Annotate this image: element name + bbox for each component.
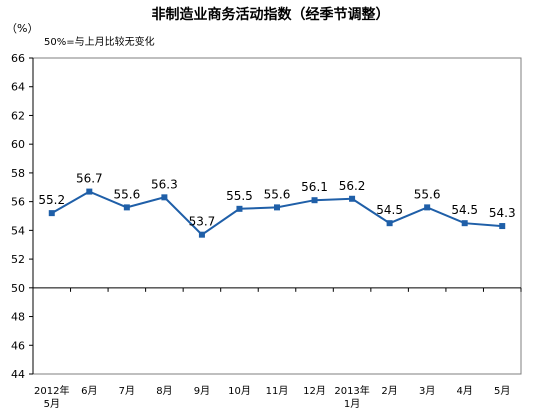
data-label: 54.3 <box>489 206 516 220</box>
x-tick-label: 2012年 5月 <box>34 384 69 410</box>
data-label: 56.3 <box>151 177 178 191</box>
y-tick-label: 54 <box>11 224 25 237</box>
data-point-marker <box>48 210 55 217</box>
data-label: 55.6 <box>264 187 291 201</box>
y-tick-label: 44 <box>11 368 25 381</box>
y-tick-label: 48 <box>11 311 25 324</box>
x-tick-label: 5月 <box>494 385 510 397</box>
data-point-marker <box>161 194 168 201</box>
y-tick-label: 46 <box>11 339 25 352</box>
y-tick-label: 56 <box>11 196 25 209</box>
x-tick-label: 8月 <box>156 385 172 397</box>
data-label: 56.1 <box>301 180 328 194</box>
y-tick-label: 66 <box>11 52 25 65</box>
y-tick-label: 52 <box>11 253 25 266</box>
data-point-marker <box>311 197 318 204</box>
y-tick-label: 60 <box>11 138 25 151</box>
data-point-marker <box>274 204 280 211</box>
data-point-marker <box>236 205 243 212</box>
x-tick-label: 10月 <box>228 385 251 397</box>
data-label: 55.5 <box>226 189 253 203</box>
x-tick-label: 2013年 1月 <box>334 384 369 410</box>
x-tick-label: 9月 <box>194 385 210 397</box>
x-tick-label: 4月 <box>457 385 473 397</box>
y-tick-label: 58 <box>11 167 25 180</box>
data-label: 56.7 <box>76 172 103 186</box>
x-tick-label: 6月 <box>81 385 97 397</box>
x-tick-label: 11月 <box>266 385 289 397</box>
data-point-marker <box>198 231 205 238</box>
chart-note: 50%=与上月比较无变化 <box>44 37 155 48</box>
data-label: 54.5 <box>451 203 478 217</box>
x-tick-label: 7月 <box>119 385 135 397</box>
data-point-marker <box>386 220 393 227</box>
x-tick-label: 3月 <box>419 385 435 397</box>
data-point-marker <box>424 204 431 211</box>
data-label: 55.2 <box>38 193 65 207</box>
data-label: 55.6 <box>414 187 441 201</box>
y-axis-unit-label: （%） <box>6 22 39 35</box>
y-tick-label: 62 <box>11 109 25 122</box>
chart-title: 非制造业商务活动指数（经季节调整） <box>151 7 390 23</box>
data-point-marker <box>123 204 130 211</box>
data-point-marker <box>499 223 506 230</box>
data-label: 55.6 <box>113 187 140 201</box>
y-tick-label: 64 <box>11 81 25 94</box>
data-point-marker <box>349 195 356 202</box>
data-label: 56.2 <box>339 179 366 193</box>
x-tick-label: 2月 <box>381 385 397 397</box>
y-tick-label: 50 <box>11 282 25 295</box>
data-point-marker <box>86 188 93 195</box>
data-label: 53.7 <box>189 215 216 229</box>
data-label: 54.5 <box>376 203 403 217</box>
x-tick-label: 12月 <box>303 385 326 397</box>
data-point-marker <box>461 220 468 227</box>
